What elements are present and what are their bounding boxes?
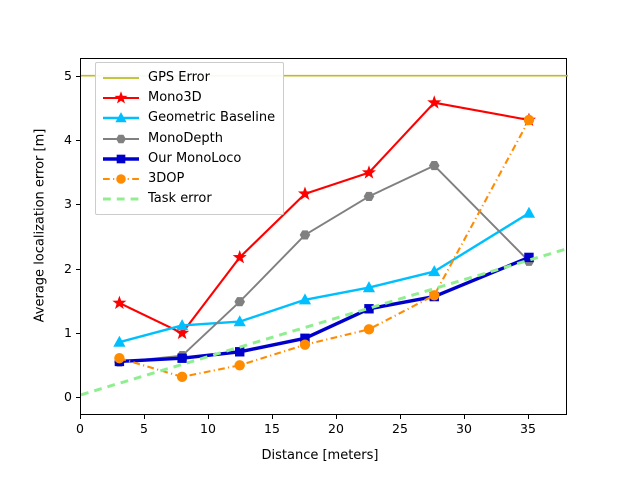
x-tick-label: 35: [520, 421, 536, 436]
data-point: [429, 290, 440, 301]
legend-label: Our MonoLoco: [148, 150, 242, 166]
x-tick-label: 0: [76, 421, 84, 436]
y-tick-label: 3: [64, 196, 72, 212]
data-point: [428, 161, 440, 171]
x-tick-label: 20: [328, 421, 344, 436]
legend-item-monodepth[interactable]: MonoDepth: [102, 129, 275, 149]
y-tick-label: 4: [64, 132, 72, 148]
data-point: [361, 165, 377, 179]
legend-swatch-icon: [102, 152, 140, 166]
x-tick: [207, 415, 209, 419]
legend-item-mono3d[interactable]: Mono3D: [102, 88, 275, 108]
data-point: [428, 265, 441, 277]
data-point: [363, 324, 375, 335]
legend-label: MonoDepth: [148, 130, 223, 146]
data-point: [297, 186, 313, 200]
legend-label: Mono3D: [148, 90, 202, 106]
x-tick: [399, 415, 401, 419]
data-point: [363, 191, 375, 201]
y-tick: [76, 204, 80, 206]
data-point: [235, 347, 245, 357]
legend-swatch-icon: [102, 71, 140, 85]
legend-item-geometric-baseline[interactable]: Geometric Baseline: [102, 108, 275, 128]
data-point: [522, 206, 536, 218]
legend-item-task-error[interactable]: Task error: [102, 189, 275, 209]
y-tick: [76, 397, 80, 399]
x-tick-label: 10: [200, 421, 216, 436]
data-point: [112, 295, 127, 309]
data-point: [176, 319, 189, 331]
series-our-monoloco: [114, 252, 534, 367]
data-point: [364, 304, 374, 314]
series-3dop: [114, 114, 535, 383]
series-task-error: [81, 246, 568, 397]
y-tick: [76, 140, 80, 142]
data-point: [175, 325, 190, 340]
data-point: [523, 114, 535, 126]
data-point: [232, 250, 247, 264]
legend-swatch-icon: [102, 132, 140, 146]
data-point: [233, 315, 246, 327]
y-tick: [76, 268, 80, 270]
data-point: [299, 339, 311, 350]
data-point: [176, 371, 188, 383]
data-point: [362, 281, 376, 293]
y-tick: [76, 75, 80, 77]
chart-legend: GPS Error Mono3D Geometric Baseline MonoDep…: [95, 62, 285, 216]
x-tick-label: 5: [140, 421, 148, 436]
y-tick-label: 2: [64, 260, 72, 276]
legend-swatch-icon: [102, 192, 140, 206]
data-point: [299, 230, 311, 240]
y-tick-label: 0: [64, 389, 72, 405]
legend-item-3dop[interactable]: 3DOP: [102, 169, 275, 189]
legend-item-gps-error[interactable]: GPS Error: [102, 68, 275, 88]
legend-swatch-icon: [102, 111, 140, 125]
x-tick: [80, 415, 81, 419]
data-point: [114, 353, 125, 364]
x-tick: [463, 415, 465, 419]
legend-swatch-icon: [102, 172, 140, 186]
data-point: [427, 95, 442, 109]
x-tick-label: 15: [264, 421, 280, 436]
chart-plot-svg: [81, 74, 568, 397]
data-point: [524, 252, 534, 263]
x-tick: [527, 415, 529, 419]
x-tick: [271, 415, 273, 419]
data-point: [300, 333, 310, 344]
data-point: [234, 297, 246, 307]
legend-swatch-icon: [102, 91, 140, 105]
legend-label: Geometric Baseline: [148, 110, 276, 126]
series-geometric-baseline: [113, 206, 536, 347]
x-tick: [143, 415, 145, 419]
y-tick-label: 1: [64, 324, 72, 340]
y-tick-label: 5: [64, 67, 72, 83]
legend-label: GPS Error: [148, 70, 210, 86]
y-tick: [76, 332, 80, 334]
x-axis-label: Distance [meters]: [261, 448, 379, 463]
x-tick-label: 25: [392, 421, 408, 436]
data-point: [298, 293, 312, 305]
x-tick: [335, 415, 337, 419]
legend-label: 3DOP: [148, 171, 185, 187]
legend-label: Task error: [148, 191, 212, 207]
y-axis-label: Average localization error [m]: [32, 128, 48, 323]
data-point: [177, 353, 187, 363]
data-point: [113, 335, 126, 347]
legend-item-our-monoloco[interactable]: Our MonoLoco: [102, 149, 275, 169]
data-point: [234, 360, 245, 371]
x-tick-label: 30: [456, 421, 472, 436]
